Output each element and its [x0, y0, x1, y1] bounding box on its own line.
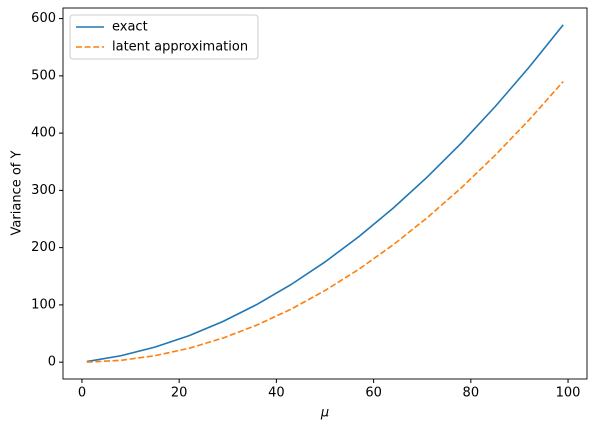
axes-frame: [62, 7, 588, 380]
x-axis-label: μ: [320, 406, 329, 421]
y-tick-label: 600: [31, 11, 56, 26]
y-tick-label: 400: [31, 126, 56, 141]
legend-label: latent approximation: [112, 40, 248, 55]
y-tick-label: 300: [31, 183, 56, 198]
x-tick-label: 80: [463, 386, 480, 401]
y-tick-label: 500: [31, 68, 56, 83]
legend-box: [69, 14, 259, 60]
line-series: [86, 81, 564, 363]
x-tick-label: 60: [365, 386, 382, 401]
y-tick-label: 200: [31, 240, 56, 255]
legend-label: exact: [112, 20, 148, 35]
y-axis-label: Variance of Y: [10, 151, 25, 236]
x-tick-label: 100: [556, 386, 581, 401]
y-tick-label: 100: [31, 297, 56, 312]
line-series: [86, 24, 564, 363]
x-tick-label: 40: [268, 386, 285, 401]
y-tick-label: 0: [48, 355, 56, 370]
x-tick-label: 0: [78, 386, 86, 401]
x-tick-label: 20: [171, 386, 188, 401]
